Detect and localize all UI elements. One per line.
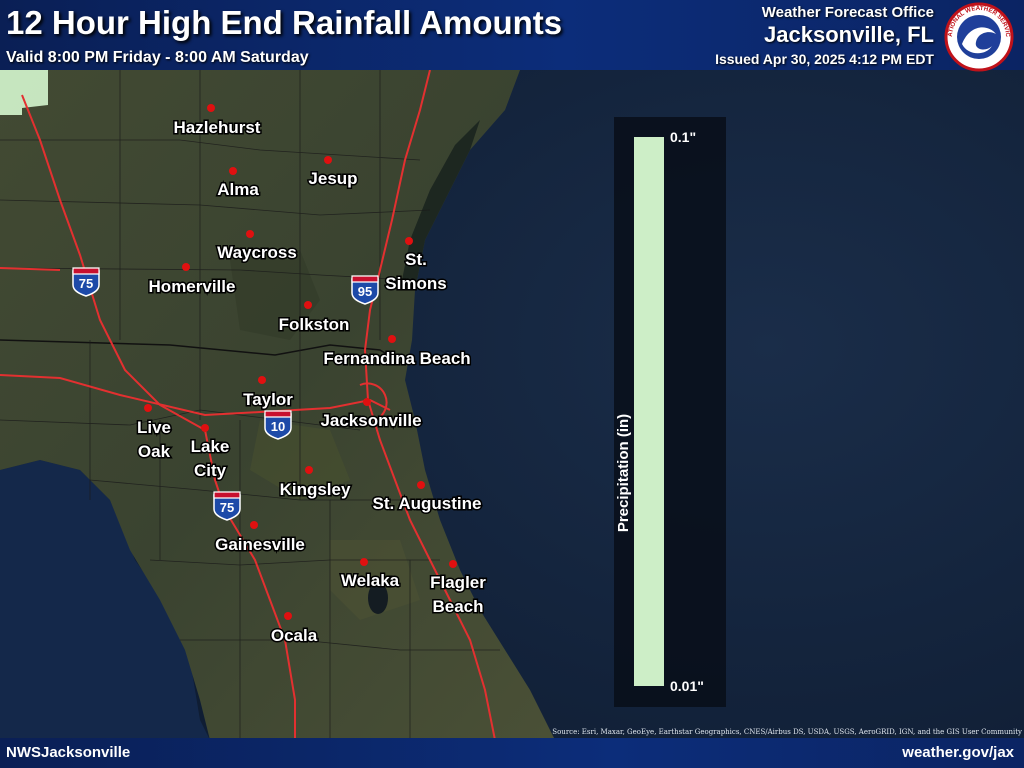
city-label: St. Augustine [373, 494, 482, 513]
state-boundary [0, 339, 406, 366]
land-texture [230, 250, 320, 340]
legend-color-bar [634, 137, 664, 686]
interstate-number: 10 [271, 419, 285, 434]
city-marker[interactable]: Alma [216, 167, 261, 201]
office-name: Jacksonville, FL [764, 22, 934, 47]
page-title: 12 Hour High End Rainfall Amounts [6, 4, 563, 41]
city-label: Simons [385, 274, 446, 293]
city-label: Folkston [279, 315, 350, 334]
city-marker[interactable]: Jacksonville [319, 398, 423, 432]
city-label: Beach [432, 597, 483, 616]
legend: 0.1" 0.01" Precipitation (in) [614, 117, 726, 707]
legend-max-label: 0.1" [670, 129, 697, 145]
city-label: Lake [191, 437, 230, 456]
city-label: Waycross [217, 243, 297, 262]
city-dot[interactable] [417, 481, 425, 489]
city-dot[interactable] [246, 230, 254, 238]
city-marker[interactable]: Hazlehurst [172, 104, 262, 139]
header-banner: 12 Hour High End Rainfall Amounts Valid … [0, 0, 1024, 72]
city-dot[interactable] [207, 104, 215, 112]
map-attribution: Source: Esri, Maxar, GeoEye, Earthstar G… [552, 728, 1022, 736]
city-label: Taylor [243, 390, 293, 409]
city-marker[interactable]: Kingsley [278, 466, 352, 501]
county-lines [0, 70, 500, 740]
city-marker[interactable]: St. Simons [384, 237, 448, 295]
city-marker[interactable]: Ocala [269, 612, 319, 647]
interstate-shield-icon: 75 [213, 491, 241, 521]
city-marker[interactable]: Jesup [307, 156, 359, 190]
valid-period: Valid 8:00 PM Friday - 8:00 AM Saturday [6, 49, 309, 66]
interstate-number: 75 [79, 276, 93, 291]
city-dot[interactable] [388, 335, 396, 343]
city-label: Ocala [271, 626, 318, 645]
city-marker[interactable]: Folkston [277, 301, 351, 336]
city-marker[interactable]: St. Augustine [371, 481, 483, 515]
rain-area [0, 70, 48, 115]
interstate-number: 75 [220, 500, 234, 515]
interstate-shield-icon: 75 [72, 267, 100, 297]
interstate-shield-icon: 10 [264, 410, 292, 440]
nws-logo[interactable]: NATIONAL WEATHER SERVICE [940, 2, 1018, 72]
city-dot[interactable] [250, 521, 258, 529]
city-dot[interactable] [144, 404, 152, 412]
interstate-number: 95 [358, 284, 372, 299]
city-label: Fernandina Beach [323, 349, 470, 368]
city-marker[interactable]: Flagler Beach [429, 560, 488, 618]
city-dot[interactable] [258, 376, 266, 384]
city-marker[interactable]: Live Oak [135, 404, 173, 463]
city-dot[interactable] [305, 466, 313, 474]
city-marker[interactable]: Welaka [339, 558, 401, 592]
city-dot[interactable] [304, 301, 312, 309]
city-marker[interactable]: Gainesville [214, 521, 306, 556]
city-label: Live [137, 418, 171, 437]
gulf-water [0, 460, 210, 740]
city-dot[interactable] [363, 398, 371, 406]
city-dot[interactable] [229, 167, 237, 175]
interstate-shield-icon: 95 [351, 275, 379, 305]
city-dot[interactable] [360, 558, 368, 566]
city-dot[interactable] [284, 612, 292, 620]
city-label: Welaka [341, 571, 400, 590]
city-label: Alma [217, 180, 259, 199]
city-dot[interactable] [405, 237, 413, 245]
city-label: St. [405, 250, 427, 269]
issued-time: Issued Apr 30, 2025 4:12 PM EDT [715, 51, 934, 67]
footer-banner: NWSJacksonville weather.gov/jax [0, 738, 1024, 768]
city-marker[interactable]: Homerville [147, 263, 237, 298]
city-label: Hazlehurst [174, 118, 261, 137]
city-label: Homerville [149, 277, 236, 296]
legend-min-label: 0.01" [670, 678, 704, 694]
city-label: Oak [138, 442, 171, 461]
city-dot[interactable] [201, 424, 209, 432]
city-dot[interactable] [324, 156, 332, 164]
footer-website-link[interactable]: weather.gov/jax [902, 744, 1014, 761]
office-label: Weather Forecast Office [761, 4, 934, 21]
city-marker[interactable]: Fernandina Beach [322, 335, 472, 370]
coastal-marsh [400, 120, 480, 290]
city-marker[interactable]: Waycross [216, 230, 298, 264]
city-label: Jesup [308, 169, 357, 188]
city-dot[interactable] [449, 560, 457, 568]
city-label: City [194, 461, 227, 480]
city-label: Gainesville [215, 535, 305, 554]
city-label: Jacksonville [320, 411, 421, 430]
city-marker[interactable]: Taylor [242, 376, 295, 411]
lake [368, 582, 388, 614]
city-marker[interactable]: Lake City [189, 424, 231, 482]
city-label: Kingsley [280, 480, 351, 499]
city-label: Flagler [430, 573, 486, 592]
footer-social-handle[interactable]: NWSJacksonville [6, 744, 131, 761]
city-dot[interactable] [182, 263, 190, 271]
